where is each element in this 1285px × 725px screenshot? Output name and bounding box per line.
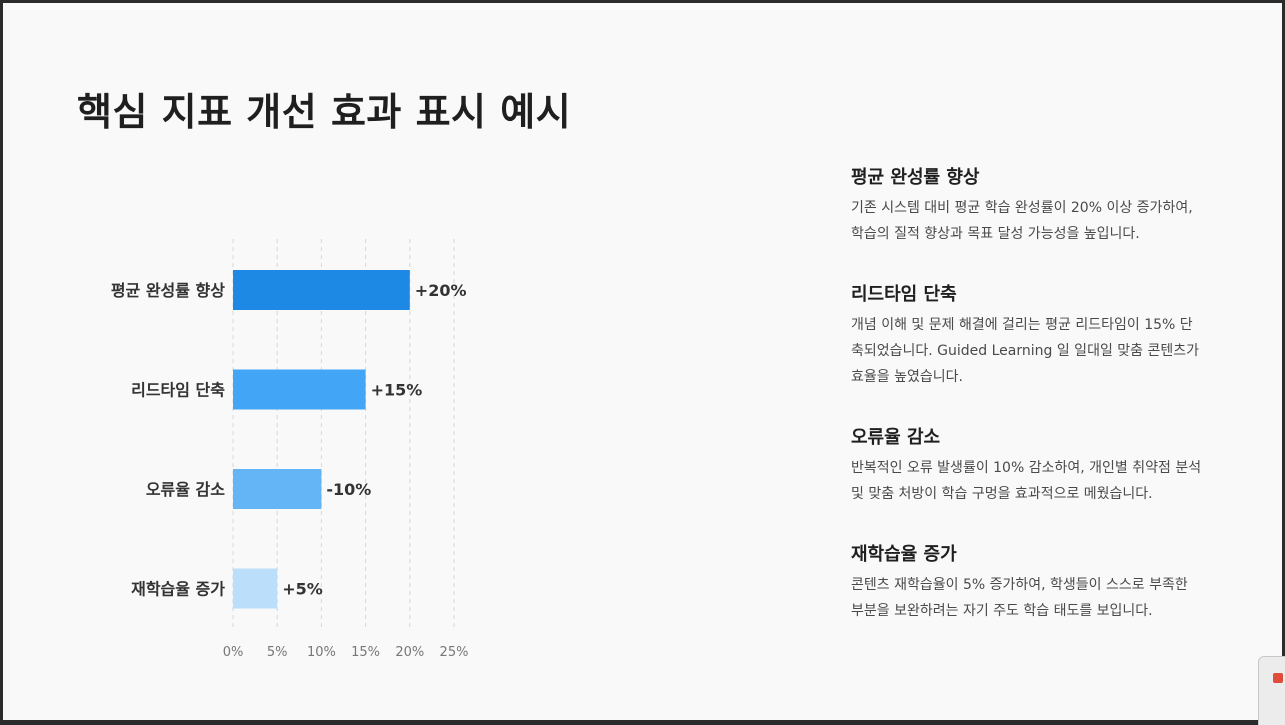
category-label: 평균 완성률 향상 (111, 281, 225, 300)
floating-widget[interactable] (1258, 656, 1285, 725)
data-label: +15% (371, 381, 423, 400)
bar (233, 270, 410, 310)
metric-title: 오류율 감소 (851, 427, 941, 448)
slide-title: 핵심 지표 개선 효과 표시 예시 (77, 90, 572, 134)
data-label: +20% (415, 281, 467, 300)
data-label: -10% (326, 480, 371, 499)
metric-title: 평균 완성률 향상 (851, 167, 980, 188)
metric-description: 개념 이해 및 문제 해결에 걸리는 평균 리드타임이 15% 단축되었습니다.… (851, 317, 1200, 385)
metric-title: 리드타임 단축 (851, 284, 957, 305)
x-tick-label: 5% (267, 645, 288, 660)
metric-description: 콘텐츠 재학습율이 5% 증가하여, 학생들이 스스로 부족한 부분을 보완하려… (851, 577, 1188, 619)
x-tick-label: 25% (440, 645, 469, 660)
metric-completion: 평균 완성률 향상 기존 시스템 대비 평균 학습 완성률이 20% 이상 증가… (851, 163, 1211, 247)
x-tick-label: 0% (223, 645, 244, 660)
metric-description: 기존 시스템 대비 평균 학습 완성률이 20% 이상 증가하여, 학습의 질적… (851, 200, 1193, 242)
x-tick-label: 20% (395, 645, 424, 660)
category-label: 재학습율 증가 (131, 580, 225, 599)
widget-icon (1273, 673, 1283, 683)
category-label: 리드타임 단축 (131, 381, 225, 400)
category-label: 오류율 감소 (146, 480, 225, 499)
data-label: +5% (282, 580, 323, 599)
metric-error-rate: 오류율 감소 반복적인 오류 발생률이 10% 감소하여, 개인별 취약점 분석… (851, 423, 1211, 507)
metrics-panel: 평균 완성률 향상 기존 시스템 대비 평균 학습 완성률이 20% 이상 증가… (851, 163, 1211, 657)
slide: 핵심 지표 개선 효과 표시 예시 평균 완성률 향상 +20% 리드타임 단축 +1… (3, 3, 1282, 720)
bar (233, 469, 322, 509)
x-tick-label: 15% (351, 645, 380, 660)
metric-title: 재학습율 증가 (851, 544, 957, 565)
bar-chart-svg: 평균 완성률 향상 +20% 리드타임 단축 +15% 오류율 감소 -10% 재학습율 증… (111, 239, 469, 660)
bar (233, 568, 278, 609)
metric-leadtime: 리드타임 단축 개념 이해 및 문제 해결에 걸리는 평균 리드타임이 15% … (851, 280, 1211, 390)
bar (233, 369, 366, 410)
metric-description: 반복적인 오류 발생률이 10% 감소하여, 개인별 취약점 분석 및 맞춤 처… (851, 460, 1202, 502)
metric-relearning: 재학습율 증가 콘텐츠 재학습율이 5% 증가하여, 학생들이 스스로 부족한 … (851, 540, 1211, 624)
improvement-bar-chart: 평균 완성률 향상 +20% 리드타임 단축 +15% 오류율 감소 -10% 재학습율 증… (63, 231, 493, 671)
x-tick-label: 10% (307, 645, 336, 660)
